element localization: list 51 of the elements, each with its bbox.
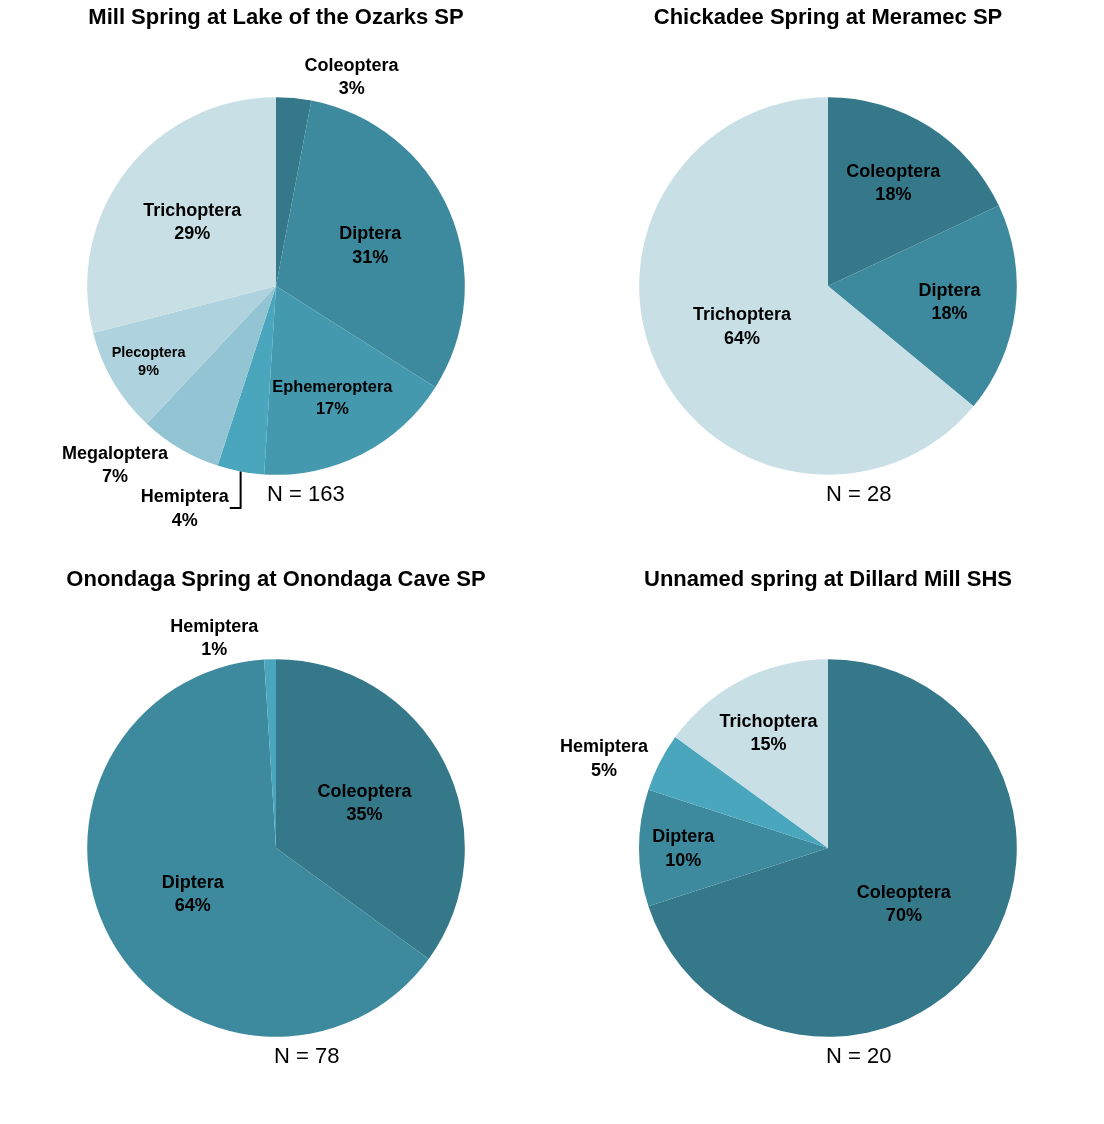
chart-title: Unnamed spring at Dillard Mill SHS <box>644 565 1012 591</box>
data-label: 29% <box>174 223 211 244</box>
slice-label: Diptera <box>652 826 716 847</box>
slice-label: Hemiptera <box>140 486 230 507</box>
data-label: 3% <box>338 78 365 99</box>
data-label: 35% <box>346 804 383 825</box>
slice-label: Diptera <box>918 279 982 300</box>
data-label: 17% <box>315 398 350 417</box>
data-label: 7% <box>102 466 129 487</box>
data-label: 5% <box>590 759 617 780</box>
slice-label: Plecoptera <box>111 343 187 360</box>
chart-title: Mill Spring at Lake of the Ozarks SP <box>88 3 464 29</box>
pie-slice <box>276 97 312 286</box>
data-label: 4% <box>171 509 198 530</box>
slice-label: Hemiptera <box>170 615 260 636</box>
pie-slice <box>276 659 465 959</box>
slice-label: Diptera <box>339 223 403 244</box>
chart-title: Onondaga Spring at Onondaga Cave SP <box>66 565 486 591</box>
chart-title: Chickadee Spring at Meramec SP <box>653 3 1003 29</box>
slice-label: Coleoptera <box>317 780 413 801</box>
text: N = 78 <box>274 1043 340 1068</box>
pie-slice <box>87 659 429 1037</box>
data-label: 1% <box>201 639 228 660</box>
data-label: 31% <box>352 246 389 267</box>
slice-label: Coleoptera <box>846 160 942 181</box>
slice-label: Trichoptera <box>693 304 793 325</box>
slice-label: Megaloptera <box>62 442 170 463</box>
data-label: 15% <box>750 734 787 754</box>
pie-slice <box>828 205 1017 407</box>
slice-label: Diptera <box>161 871 225 892</box>
pie-slice <box>648 659 1017 1037</box>
text: N = 20 <box>826 1043 892 1068</box>
pie-slice <box>264 286 436 475</box>
text: N = 163 <box>267 481 345 506</box>
slice-label: Trichoptera <box>143 199 243 220</box>
data-label: 18% <box>875 183 912 204</box>
slice-label: Coleoptera <box>304 54 400 75</box>
data-label: 10% <box>665 849 702 870</box>
slice-label: Hemiptera <box>559 736 649 757</box>
pie-slice <box>87 97 276 333</box>
data-label: 9% <box>138 362 160 379</box>
pie-slice <box>639 789 828 907</box>
data-label: 70% <box>885 905 922 926</box>
slice-label: Coleoptera <box>856 881 952 902</box>
text: N = 28 <box>826 481 892 506</box>
data-label: 64% <box>724 327 761 348</box>
data-label: 18% <box>931 303 968 324</box>
slice-label: Ephemeroptera <box>272 377 394 396</box>
pie-slice <box>648 737 828 848</box>
data-label: 64% <box>174 895 211 916</box>
slice-label: Trichoptera <box>719 710 819 731</box>
